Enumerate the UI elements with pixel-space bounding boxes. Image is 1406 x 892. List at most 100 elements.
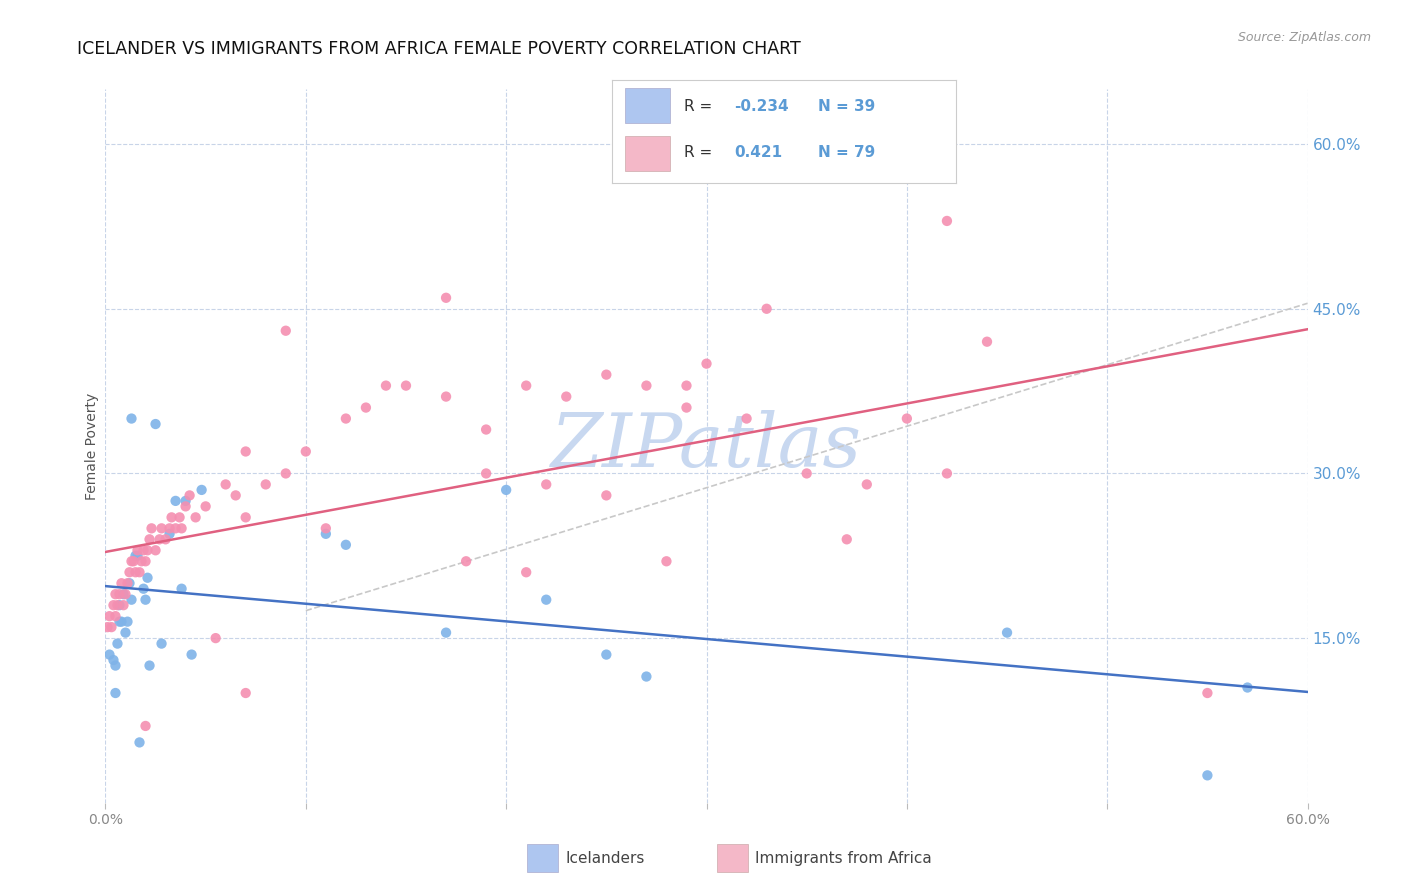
Point xyxy=(274,324,297,338)
Text: R =: R = xyxy=(683,99,717,114)
Point xyxy=(117,615,139,629)
Point xyxy=(235,686,257,700)
Point xyxy=(103,598,125,612)
Point xyxy=(121,411,143,425)
Point xyxy=(132,582,155,596)
Point xyxy=(475,467,498,481)
Point xyxy=(335,411,357,425)
Point xyxy=(755,301,778,316)
Point xyxy=(454,554,477,568)
Point xyxy=(595,488,617,502)
Point xyxy=(131,554,153,568)
Text: Source: ZipAtlas.com: Source: ZipAtlas.com xyxy=(1237,31,1371,45)
Point xyxy=(235,444,257,458)
Point xyxy=(295,444,318,458)
Text: R =: R = xyxy=(683,145,721,160)
Point xyxy=(315,521,337,535)
Point xyxy=(796,467,818,481)
Point xyxy=(335,538,357,552)
Point xyxy=(174,500,197,514)
Point xyxy=(395,378,418,392)
Point xyxy=(179,488,201,502)
Point xyxy=(204,631,226,645)
Point xyxy=(595,368,617,382)
Point xyxy=(735,411,758,425)
Point xyxy=(114,587,136,601)
Point xyxy=(121,554,143,568)
Text: ICELANDER VS IMMIGRANTS FROM AFRICA FEMALE POVERTY CORRELATION CHART: ICELANDER VS IMMIGRANTS FROM AFRICA FEMA… xyxy=(77,40,801,58)
Text: Icelanders: Icelanders xyxy=(565,851,644,865)
Text: ZIPatlas: ZIPatlas xyxy=(551,409,862,483)
Point xyxy=(675,401,697,415)
Text: N = 79: N = 79 xyxy=(818,145,876,160)
Point xyxy=(1197,768,1219,782)
Point xyxy=(936,214,959,228)
Point xyxy=(100,620,122,634)
Point xyxy=(128,735,150,749)
Bar xyxy=(626,136,671,170)
Point xyxy=(127,543,149,558)
Point xyxy=(170,582,193,596)
Point xyxy=(108,615,131,629)
Point xyxy=(122,554,145,568)
Point xyxy=(169,510,191,524)
Text: 0.421: 0.421 xyxy=(734,145,782,160)
Point xyxy=(103,653,125,667)
Point xyxy=(96,620,118,634)
Point xyxy=(138,658,160,673)
Point xyxy=(107,637,129,651)
Point xyxy=(170,521,193,535)
Point xyxy=(132,543,155,558)
Point xyxy=(194,500,217,514)
Point xyxy=(98,648,121,662)
Point xyxy=(190,483,212,497)
Point xyxy=(128,566,150,580)
Point xyxy=(108,598,131,612)
Point xyxy=(112,598,135,612)
Point xyxy=(107,598,129,612)
Point xyxy=(225,488,247,502)
Point xyxy=(110,615,132,629)
Point xyxy=(675,378,697,392)
Bar xyxy=(626,88,671,123)
Point xyxy=(534,592,557,607)
Point xyxy=(136,543,159,558)
Point xyxy=(117,576,139,591)
Point xyxy=(165,521,187,535)
Point xyxy=(145,543,167,558)
Point xyxy=(434,625,457,640)
Point xyxy=(104,587,127,601)
Point xyxy=(515,378,537,392)
Point xyxy=(515,566,537,580)
Point xyxy=(235,510,257,524)
Point xyxy=(434,390,457,404)
Text: -0.234: -0.234 xyxy=(734,99,789,114)
Point xyxy=(124,549,146,563)
Point xyxy=(159,526,181,541)
Point xyxy=(104,658,127,673)
Point xyxy=(534,477,557,491)
Point xyxy=(104,609,127,624)
Point xyxy=(835,533,858,547)
Point xyxy=(354,401,377,415)
Point xyxy=(135,554,157,568)
Point xyxy=(595,648,617,662)
Point xyxy=(936,467,959,481)
Point xyxy=(855,477,877,491)
Point xyxy=(108,587,131,601)
Point xyxy=(160,510,183,524)
Point xyxy=(150,521,173,535)
Point xyxy=(180,648,202,662)
Point xyxy=(165,494,187,508)
Point xyxy=(155,533,177,547)
Point xyxy=(214,477,236,491)
Point xyxy=(636,669,658,683)
Point xyxy=(141,521,163,535)
Point xyxy=(114,625,136,640)
Point xyxy=(174,494,197,508)
Point xyxy=(148,533,170,547)
Point xyxy=(135,719,157,733)
Point xyxy=(995,625,1018,640)
Point xyxy=(118,566,141,580)
Point xyxy=(124,566,146,580)
